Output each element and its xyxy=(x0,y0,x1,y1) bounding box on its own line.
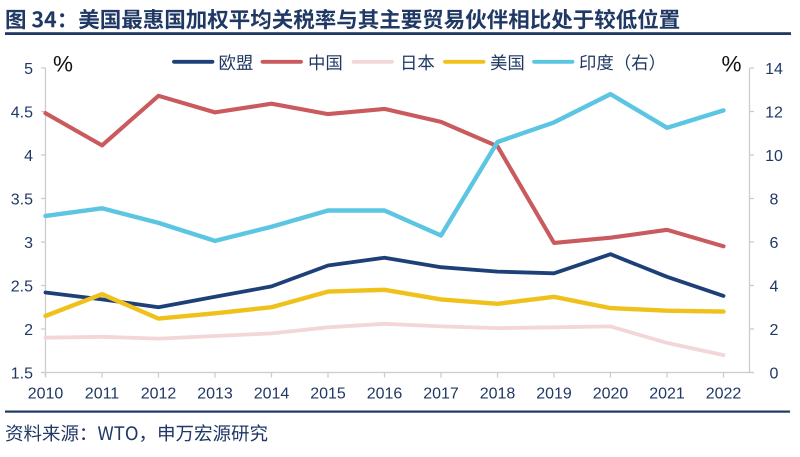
svg-text:2017: 2017 xyxy=(423,386,459,403)
svg-text:2010: 2010 xyxy=(28,386,64,403)
svg-text:%: % xyxy=(722,52,742,77)
svg-text:1.5: 1.5 xyxy=(11,366,33,383)
svg-text:2012: 2012 xyxy=(141,386,177,403)
svg-text:8: 8 xyxy=(770,192,779,209)
svg-text:5: 5 xyxy=(24,61,33,78)
svg-text:2020: 2020 xyxy=(593,386,629,403)
svg-text:10: 10 xyxy=(765,148,783,165)
svg-text:2: 2 xyxy=(770,322,779,339)
svg-text:12: 12 xyxy=(765,105,783,122)
svg-text:3.5: 3.5 xyxy=(11,192,33,209)
svg-text:2013: 2013 xyxy=(197,386,233,403)
svg-text:2021: 2021 xyxy=(649,386,685,403)
svg-text:4: 4 xyxy=(770,279,779,296)
svg-text:2018: 2018 xyxy=(480,386,516,403)
svg-text:2: 2 xyxy=(24,322,33,339)
svg-text:0: 0 xyxy=(770,366,779,383)
svg-text:%: % xyxy=(53,52,73,77)
svg-text:2.5: 2.5 xyxy=(11,279,33,296)
svg-text:4.5: 4.5 xyxy=(11,105,33,122)
svg-text:2014: 2014 xyxy=(254,386,290,403)
svg-text:2016: 2016 xyxy=(367,386,403,403)
svg-text:2015: 2015 xyxy=(310,386,346,403)
svg-text:4: 4 xyxy=(24,148,33,165)
svg-text:14: 14 xyxy=(765,61,783,78)
svg-text:2011: 2011 xyxy=(85,386,120,403)
svg-text:6: 6 xyxy=(770,235,779,252)
svg-text:2019: 2019 xyxy=(536,386,572,403)
svg-text:2022: 2022 xyxy=(706,386,742,403)
svg-text:3: 3 xyxy=(24,235,33,252)
